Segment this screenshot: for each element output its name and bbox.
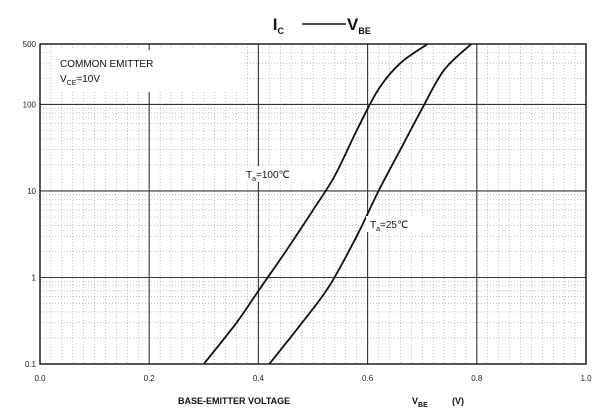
annotation-background <box>52 50 240 92</box>
y-tick-label: 1 <box>32 273 37 282</box>
title-vbe-sub: BE <box>358 26 371 36</box>
annotation-vce-sub: CE <box>67 80 77 87</box>
series-label-bg-100 <box>242 166 314 182</box>
x-tick-label: 0.2 <box>144 374 156 383</box>
chart-title: IC VBE <box>273 15 371 36</box>
title-vbe-main: V <box>347 15 359 34</box>
x-axis-symbol-sub: BE <box>418 402 428 408</box>
x-tick-label: 0.8 <box>471 374 483 383</box>
series-label-100: Ta=100℃ <box>246 170 290 183</box>
x-tick-label: 1.0 <box>580 374 592 383</box>
annotation-line1: COMMON EMITTER <box>60 59 153 70</box>
x-tick-label: 0.0 <box>34 374 46 383</box>
y-tick-label: 100 <box>23 100 37 109</box>
series-label-100-sub: a <box>252 176 256 183</box>
minor-grid <box>40 44 586 364</box>
x-axis-label-unit: (V) <box>452 396 464 406</box>
y-tick-label: 10 <box>27 187 36 196</box>
series-label-25: Ta=25℃ <box>370 220 408 233</box>
major-grid <box>40 44 586 364</box>
series-label-100-rest: =100℃ <box>256 170 290 181</box>
annotation: COMMON EMITTER VCE=10V <box>60 59 153 87</box>
title-ic-main: I <box>273 15 278 34</box>
series-line-1 <box>268 43 472 365</box>
x-tick-labels: 0.0 0.2 0.4 0.6 0.8 1.0 <box>34 374 592 383</box>
y-tick-label: 0.1 <box>25 360 37 369</box>
annotation-vce-main: V <box>60 74 67 85</box>
series-label-25-sub: a <box>376 226 380 233</box>
svg-text:IC: IC <box>273 15 285 36</box>
series-label-bg-25 <box>366 216 432 232</box>
series-line-0 <box>203 43 429 365</box>
series-label-25-rest: =25℃ <box>380 220 408 231</box>
x-axis-symbol-main: V <box>412 396 418 406</box>
series-lines <box>203 43 472 365</box>
series-label-100-main: T <box>246 170 252 181</box>
svg-text:VBE: VBE <box>347 15 371 36</box>
x-axis-label: BASE-EMITTER VOLTAGE VBE (V) <box>178 396 464 408</box>
y-tick-label: 500 <box>23 40 37 49</box>
x-axis-label-symbol: VBE <box>412 396 428 408</box>
y-tick-labels: 0.1 1 10 100 500 <box>23 40 37 369</box>
plot-frame <box>39 43 587 365</box>
x-axis-label-text: BASE-EMITTER VOLTAGE <box>178 396 290 406</box>
title-ic-sub: C <box>278 26 285 36</box>
series-label-25-main: T <box>370 220 376 231</box>
annotation-line2: VCE=10V <box>60 74 100 87</box>
x-tick-label: 0.6 <box>362 374 374 383</box>
x-tick-label: 0.4 <box>253 374 265 383</box>
annotation-vce-rest: =10V <box>76 74 100 85</box>
